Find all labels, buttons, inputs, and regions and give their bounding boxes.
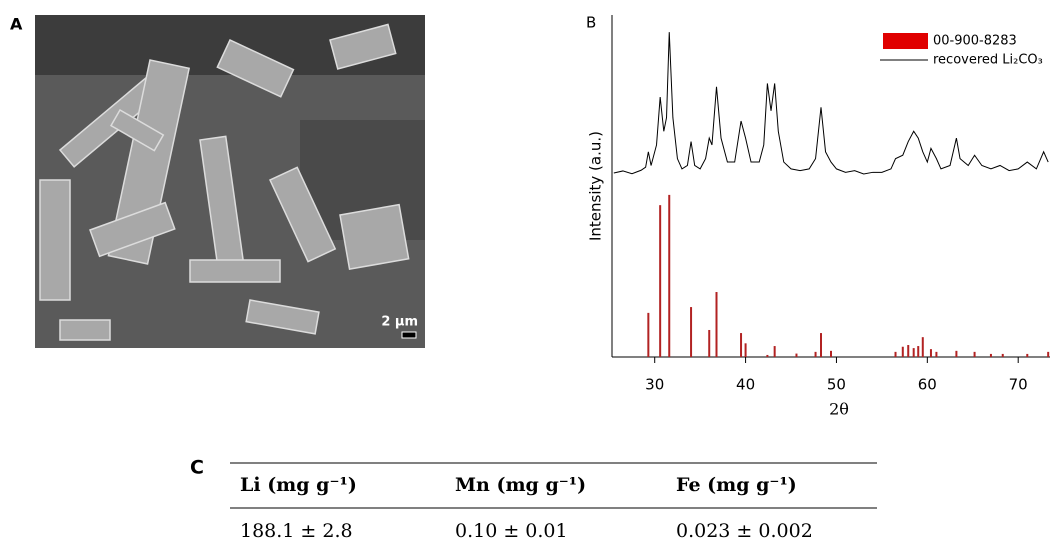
panel-label: B [586, 14, 596, 32]
table-cell: 0.10 ± 0.01 [455, 520, 568, 542]
reference-peak [715, 292, 718, 357]
reference-peak [929, 349, 932, 357]
x-axis-label: 2θ [829, 400, 849, 419]
x-tick-label: 50 [827, 376, 846, 394]
reference-peak [973, 351, 976, 357]
legend-label: 00-900-8283 [933, 34, 1017, 49]
reference-peak [955, 350, 958, 357]
reference-peak [901, 346, 904, 357]
legend-label: recovered Li₂CO₃ [933, 53, 1043, 68]
reference-peak [740, 333, 743, 357]
reference-peak [1026, 353, 1029, 357]
reference-peak [766, 354, 769, 357]
pattern-line [613, 32, 1049, 175]
x-tick-label: 30 [645, 376, 664, 394]
panel-label: C [190, 457, 204, 479]
table-cell: 0.023 ± 0.002 [676, 520, 813, 542]
reference-peak [921, 337, 924, 357]
reference-peak [894, 351, 897, 357]
y-axis-label: Intensity (a.u.) [587, 131, 605, 241]
reference-peak [744, 343, 747, 357]
reference-peak [935, 351, 938, 357]
reference-peak [647, 312, 650, 357]
reference-peak [814, 351, 817, 357]
table-cell: 188.1 ± 2.8 [240, 520, 353, 542]
panel-label: A [10, 15, 23, 34]
reference-peak [1001, 353, 1004, 357]
reference-peak [668, 194, 671, 357]
reference-peak [830, 350, 832, 357]
reference-peak [708, 329, 711, 357]
table-header: Li (mg g⁻¹) [240, 474, 357, 496]
reference-peak [989, 353, 992, 357]
reference-peak [690, 307, 693, 357]
scale-bar-label: 2 μm [381, 315, 418, 330]
table-header: Mn (mg g⁻¹) [455, 474, 586, 496]
x-tick-label: 70 [1009, 376, 1028, 394]
reference-peak [907, 345, 910, 357]
table: Li (mg g⁻¹) Mn (mg g⁻¹) Fe (mg g⁻¹) 188.1 ±… [230, 462, 877, 542]
legend-swatch [883, 33, 928, 49]
reference-peak [773, 346, 776, 357]
x-tick-label: 60 [918, 376, 937, 394]
sem-image [35, 15, 425, 348]
reference-peak [1047, 351, 1050, 357]
reference-peak [917, 346, 920, 357]
xrd-chart: 30 40 50 60 70 2θ Intensity (a.u.) 00-900-8283 r… [587, 15, 1050, 419]
table-header: Fe (mg g⁻¹) [676, 474, 797, 496]
reference-peak [659, 205, 662, 357]
reference-peak [912, 348, 915, 357]
reference-peak [795, 353, 798, 357]
x-tick-label: 40 [736, 376, 755, 394]
reference-peak [820, 333, 823, 357]
